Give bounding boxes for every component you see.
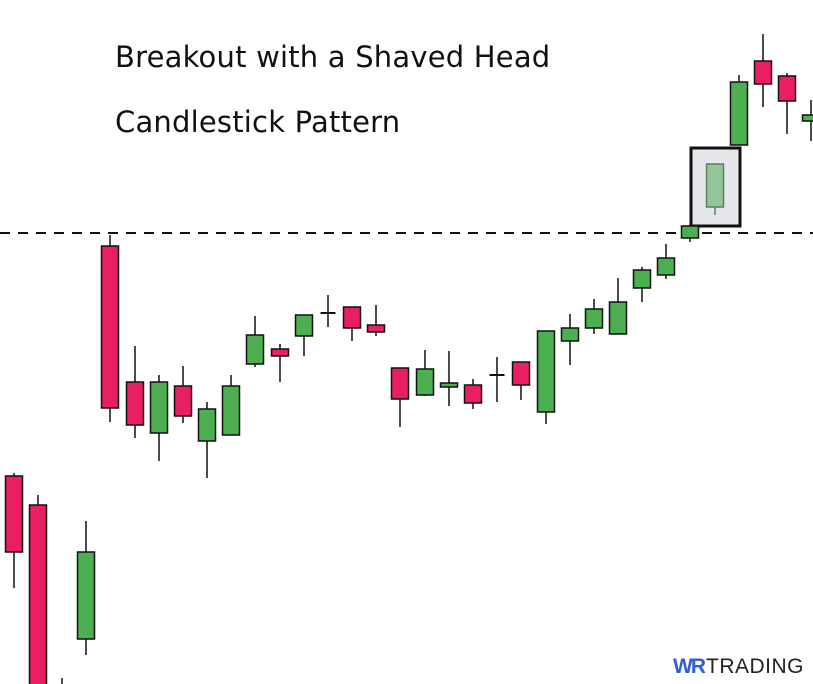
chart-title-line2: Candlestick Pattern bbox=[115, 105, 401, 139]
candle bbox=[4, 473, 24, 588]
candle bbox=[680, 224, 700, 242]
candle bbox=[342, 306, 362, 341]
candle bbox=[76, 521, 96, 655]
candle bbox=[149, 375, 169, 461]
candle bbox=[560, 314, 580, 365]
candle bbox=[801, 100, 813, 141]
logo-mark: WR bbox=[673, 655, 706, 678]
candle bbox=[489, 357, 505, 402]
candle bbox=[705, 163, 725, 215]
chart-title-line1: Breakout with a Shaved Head bbox=[115, 40, 551, 74]
candle bbox=[463, 379, 483, 409]
candle bbox=[415, 350, 435, 396]
candle bbox=[294, 314, 314, 356]
logo-text: TRADING bbox=[706, 655, 804, 678]
candle bbox=[439, 351, 459, 406]
candle bbox=[270, 344, 290, 382]
candle bbox=[729, 75, 749, 146]
candle bbox=[656, 244, 676, 279]
candle bbox=[584, 299, 604, 334]
candle bbox=[173, 366, 193, 423]
candle bbox=[632, 267, 652, 302]
candle bbox=[245, 316, 265, 367]
candle bbox=[511, 361, 531, 400]
candle bbox=[777, 73, 797, 134]
candle bbox=[753, 34, 773, 107]
candle bbox=[100, 235, 120, 422]
wr-trading-logo: WRTRADING bbox=[673, 655, 804, 679]
candle bbox=[366, 305, 386, 336]
candle bbox=[221, 375, 241, 436]
candle bbox=[536, 330, 556, 424]
candle bbox=[390, 367, 410, 427]
candle bbox=[28, 495, 48, 684]
candle bbox=[197, 402, 217, 478]
candle bbox=[125, 346, 145, 438]
candles-group bbox=[4, 34, 813, 684]
candle bbox=[608, 278, 628, 335]
candle bbox=[320, 295, 336, 327]
